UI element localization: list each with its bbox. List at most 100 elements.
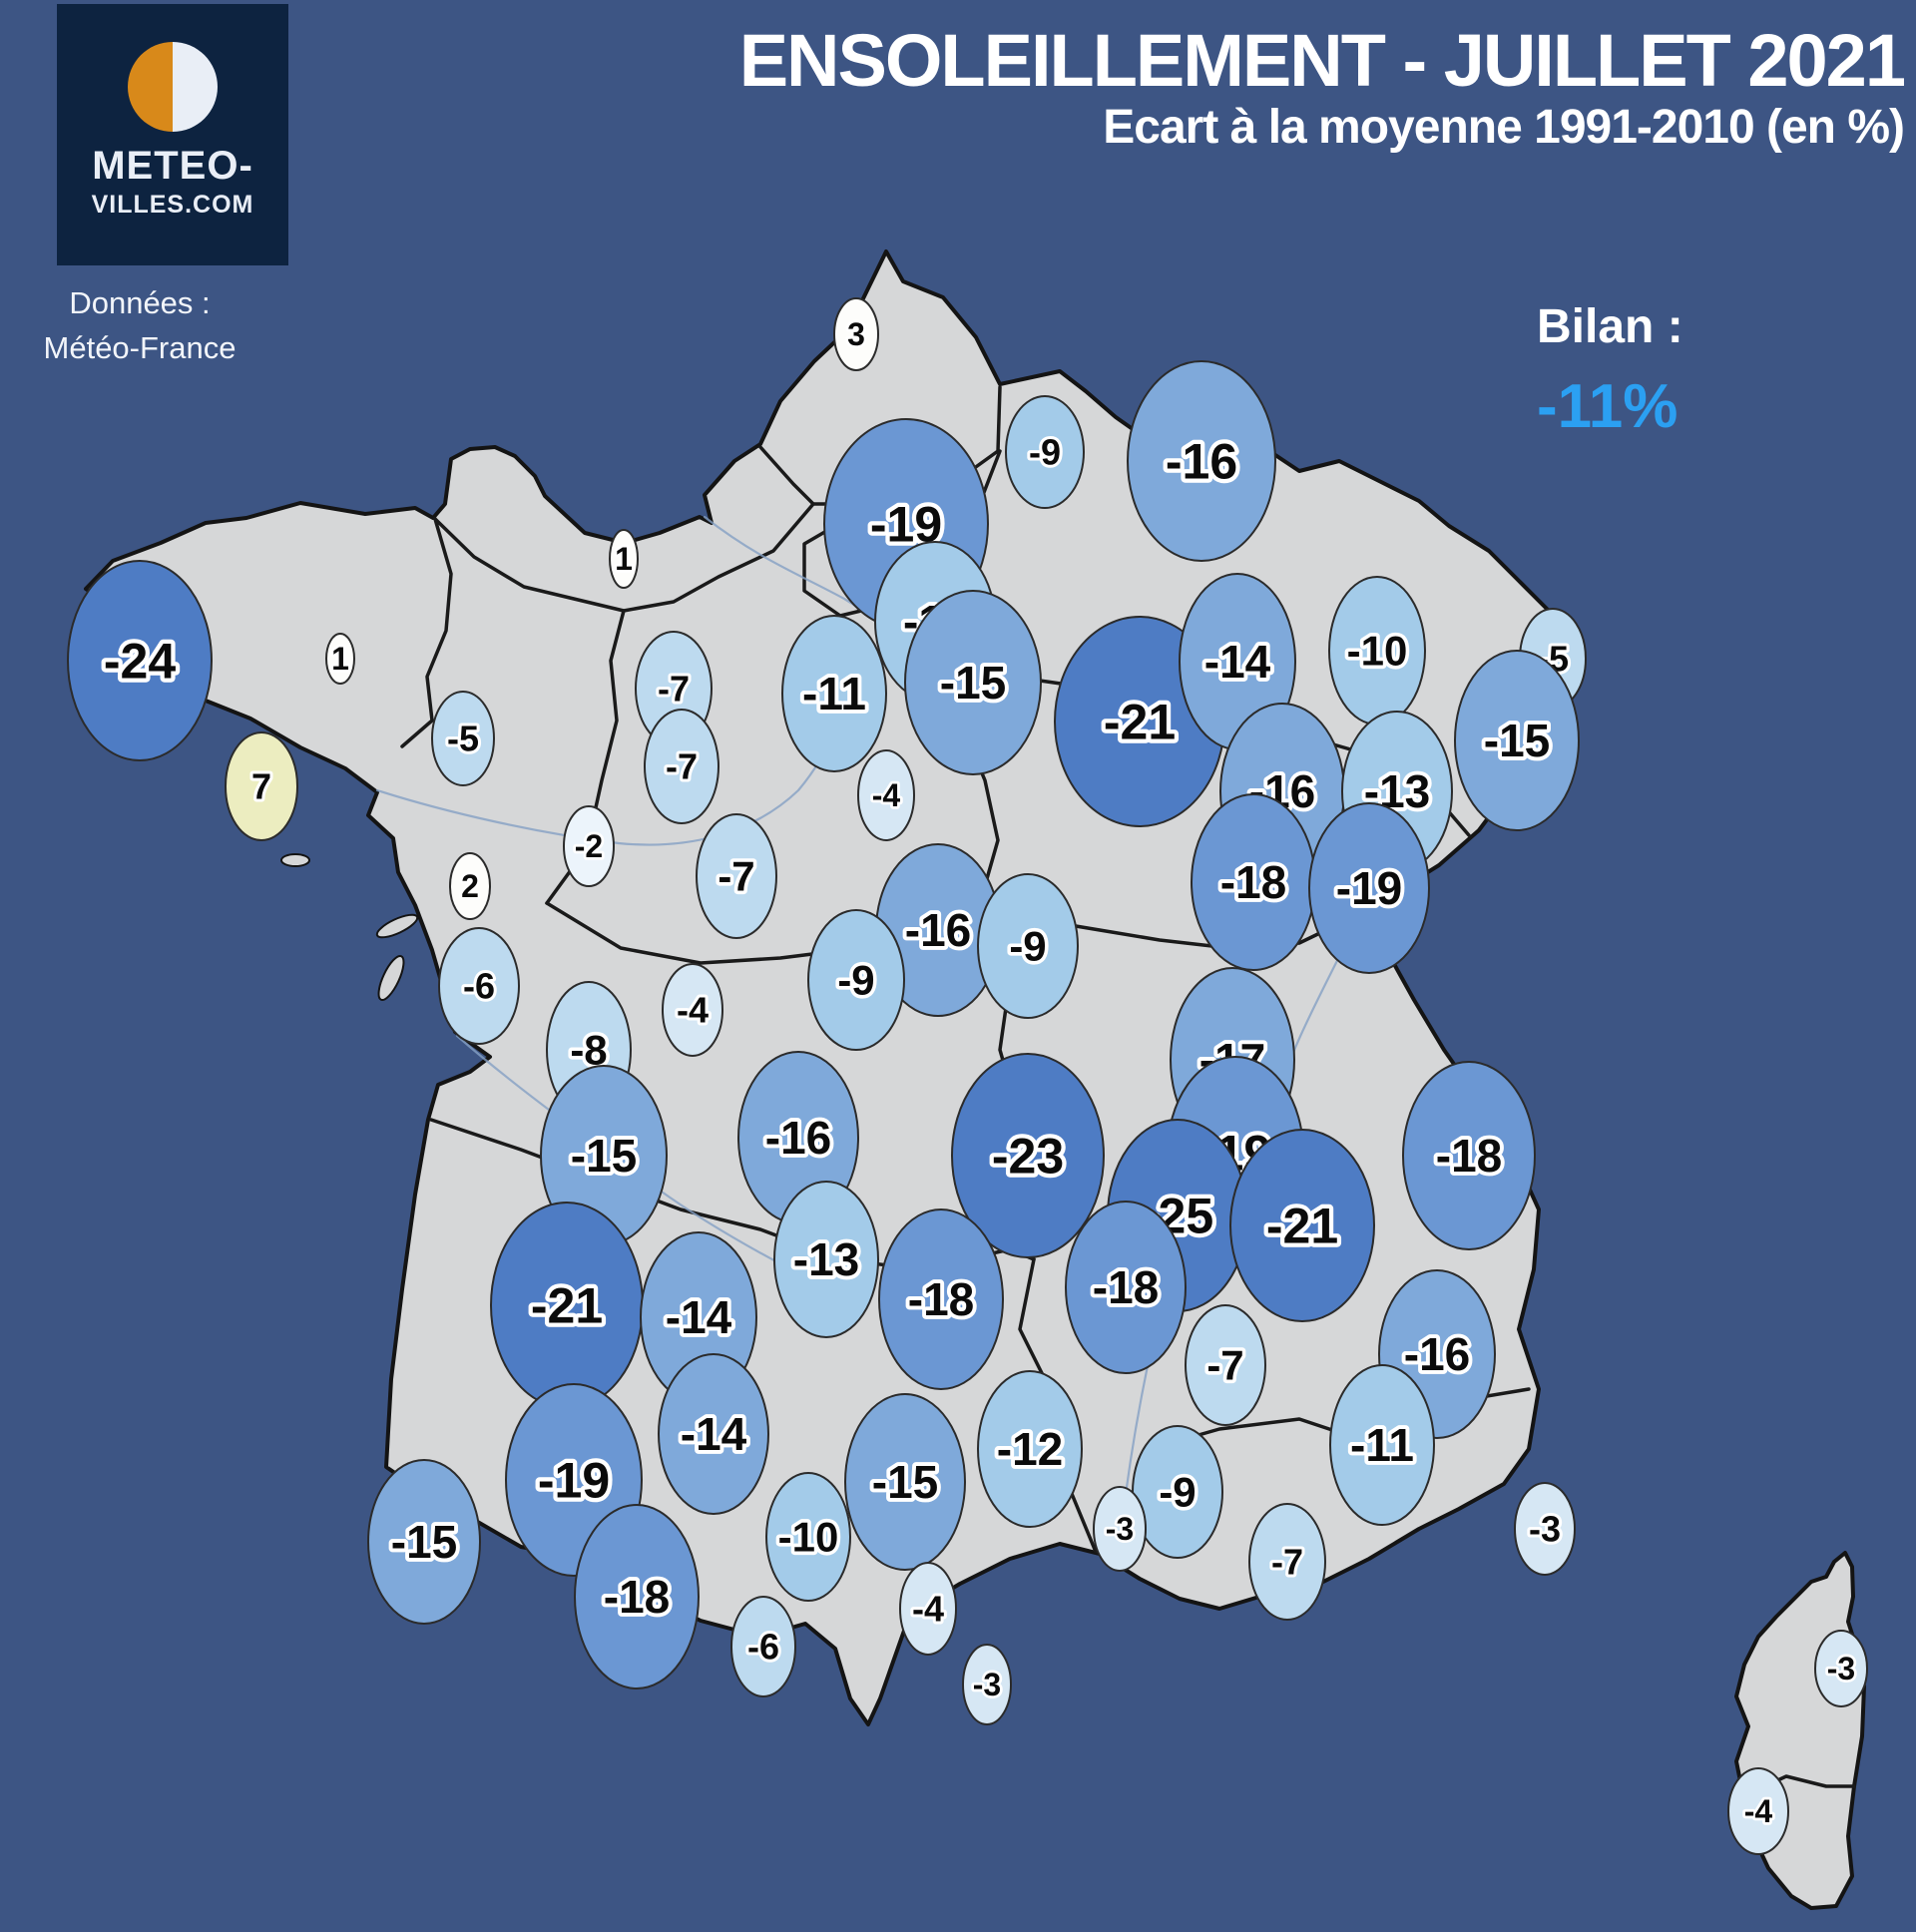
bubble-value-label: -7 [1271, 1542, 1303, 1583]
bubble-value-label: -9 [1009, 923, 1046, 970]
bubble-ellipse [696, 813, 777, 939]
value-bubble: 7 [225, 731, 298, 841]
value-bubble: 1 [325, 633, 355, 685]
bubble-ellipse [977, 1370, 1083, 1528]
bubble-value-label: -15 [571, 1130, 637, 1182]
value-bubble: -15 [844, 1393, 966, 1571]
value-bubble: -11 [1329, 1364, 1435, 1526]
bubble-value-label: -3 [1529, 1509, 1561, 1550]
bubble-ellipse [658, 1353, 769, 1515]
bubble-value-label: -7 [666, 746, 698, 787]
bubble-ellipse [225, 731, 298, 841]
bubble-ellipse [962, 1644, 1012, 1725]
value-bubble: -15 [540, 1065, 668, 1246]
meteo-villes-logo-icon [128, 42, 218, 132]
value-bubble: -16 [875, 843, 1001, 1017]
value-bubble: -18 [1191, 793, 1316, 971]
value-bubble: -14 [658, 1353, 769, 1515]
value-bubble: -19 [1308, 802, 1430, 974]
bilan-label: Bilan : [1537, 300, 1683, 353]
bubble-value-label: 7 [251, 766, 271, 807]
value-bubble: -24 [67, 560, 213, 761]
value-bubble: -16 [737, 1051, 859, 1224]
bubble-ellipse [574, 1504, 700, 1690]
bubble-ellipse [1454, 650, 1580, 831]
value-bubble: -9 [807, 909, 905, 1051]
value-bubble: -11 [781, 615, 887, 772]
bubble-value-label: -5 [447, 719, 479, 759]
value-bubble: -3 [1093, 1486, 1147, 1572]
logo-text-line1: METEO- [92, 144, 253, 188]
coastal-islands [280, 853, 419, 1002]
bubble-ellipse [977, 873, 1079, 1019]
bubble-value-label: -6 [463, 966, 495, 1007]
value-bubble: -15 [904, 590, 1042, 775]
bubble-value-label: -10 [778, 1514, 839, 1561]
bubble-value-label: -23 [992, 1129, 1064, 1185]
bubble-value-label: -9 [837, 957, 874, 1004]
bubble-value-label: 1 [615, 541, 633, 577]
value-bubble: -10 [1328, 576, 1426, 725]
bubble-ellipse [857, 749, 915, 841]
bubble-value-label: -18 [1436, 1130, 1502, 1182]
bubble-ellipse [1514, 1482, 1576, 1576]
bubble-ellipse [1005, 395, 1085, 509]
value-bubble: -15 [1454, 650, 1580, 831]
source-line2: Météo-France [43, 329, 237, 365]
value-bubble: -12 [977, 1370, 1083, 1528]
bubble-value-label: -9 [1029, 432, 1061, 473]
bubble-value-label: -3 [1827, 1651, 1855, 1687]
bubble-value-label: -4 [872, 777, 901, 813]
page-title: ENSOLEILLEMENT - JUILLET 2021 [738, 19, 1906, 102]
value-bubble: -15 [367, 1459, 481, 1625]
bubble-ellipse [1308, 802, 1430, 974]
bubble-ellipse [781, 615, 887, 772]
bubble-value-label: -13 [793, 1233, 859, 1285]
bubble-value-label: -19 [1336, 862, 1402, 914]
bubble-value-label: 3 [847, 316, 865, 352]
bubble-value-label: -11 [1350, 1419, 1414, 1471]
logo-box: METEO- VILLES.COM [57, 4, 288, 265]
bubble-value-label: -14 [666, 1291, 732, 1343]
bubble-ellipse [844, 1393, 966, 1571]
bubble-value-label: -19 [538, 1453, 610, 1509]
bubble-ellipse [807, 909, 905, 1051]
bubble-ellipse [644, 709, 719, 824]
value-bubble: -19 [505, 1383, 643, 1577]
bubble-value-label: -21 [1104, 695, 1176, 750]
bubble-value-label: -15 [391, 1516, 457, 1568]
bubble-ellipse [431, 691, 495, 786]
value-bubble: -18 [1402, 1061, 1536, 1250]
logo-text-line2: VILLES.COM [91, 191, 254, 219]
value-bubble: -13 [773, 1181, 879, 1338]
bubble-ellipse [765, 1472, 851, 1602]
bubble-value-label: -15 [872, 1456, 938, 1508]
bubble-ellipse [438, 927, 520, 1045]
bubble-value-label: -16 [765, 1112, 831, 1164]
bubble-ellipse [1329, 1364, 1435, 1526]
value-bubble: 2 [449, 852, 491, 920]
bubble-ellipse [662, 963, 723, 1057]
bubble-value-label: -24 [104, 634, 176, 690]
value-bubble: -3 [1514, 1482, 1576, 1576]
value-bubble: -3 [1814, 1630, 1868, 1707]
bubble-value-label: -3 [973, 1667, 1001, 1702]
bubble-value-label: -2 [575, 828, 603, 864]
source-line1: Données : [69, 285, 211, 320]
value-bubble: -4 [899, 1562, 957, 1656]
value-bubble: 3 [833, 297, 879, 371]
bubble-ellipse [563, 805, 615, 887]
bubble-ellipse [1727, 1767, 1789, 1855]
bubble-value-label: -15 [1484, 715, 1550, 766]
bubble-ellipse [325, 633, 355, 685]
value-bubble: -7 [1185, 1304, 1266, 1426]
bubble-ellipse [1229, 1129, 1375, 1322]
bubble-value-label: -7 [658, 669, 690, 710]
bubble-value-label: -14 [681, 1408, 747, 1460]
bubble-ellipse [833, 297, 879, 371]
bubble-value-label: -18 [604, 1571, 670, 1623]
bubble-value-label: -18 [1220, 856, 1286, 908]
bubble-value-label: -18 [908, 1273, 974, 1325]
bubble-value-label: -4 [1744, 1793, 1773, 1829]
